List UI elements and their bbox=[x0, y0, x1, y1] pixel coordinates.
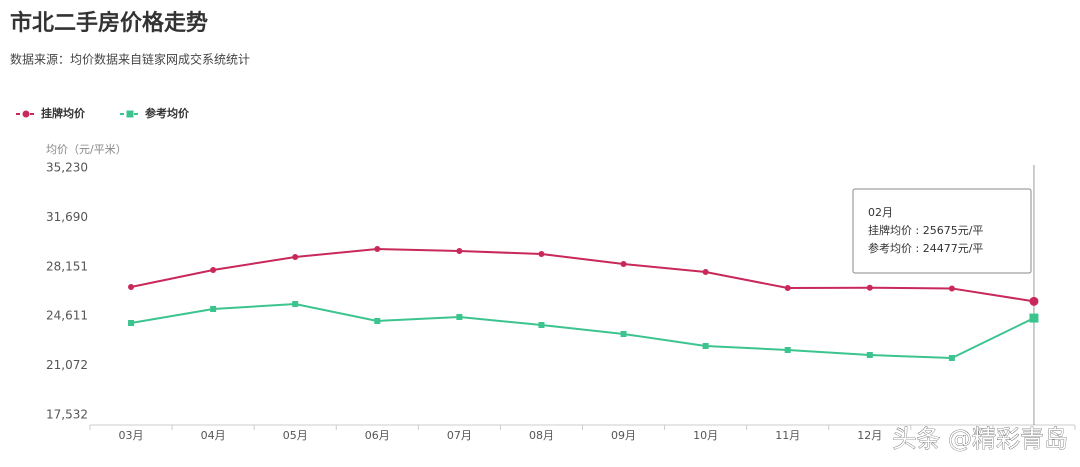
point bbox=[374, 246, 381, 253]
legend-marker bbox=[126, 110, 134, 118]
y-axis-label: 均价（元/平米） bbox=[46, 143, 127, 156]
point bbox=[1029, 296, 1039, 306]
tooltip-title: 02月 bbox=[868, 206, 893, 219]
y-tick-label: 35,230 bbox=[46, 161, 88, 175]
point bbox=[702, 342, 709, 349]
point bbox=[538, 250, 545, 257]
tooltip-line: 挂牌均价 : 25675元/平 bbox=[868, 223, 983, 237]
point bbox=[620, 260, 627, 267]
y-tick-label: 21,072 bbox=[46, 358, 88, 372]
x-tick-label: 12月 bbox=[857, 429, 882, 442]
tooltip-line: 参考均价 : 24477元/平 bbox=[868, 241, 983, 255]
legend-label: 参考均价 bbox=[145, 106, 190, 120]
point bbox=[210, 306, 217, 313]
tooltip-box bbox=[852, 188, 1032, 274]
point bbox=[128, 319, 135, 326]
point bbox=[620, 330, 627, 337]
point bbox=[538, 321, 545, 328]
legend-marker bbox=[22, 110, 30, 118]
point bbox=[784, 346, 791, 353]
legend-label: 挂牌均价 bbox=[41, 106, 86, 120]
point bbox=[948, 285, 955, 292]
series-line bbox=[130, 302, 1035, 360]
point bbox=[1029, 313, 1039, 323]
x-tick-label: 11月 bbox=[775, 429, 800, 442]
watermark: 头条 @精彩青岛 bbox=[892, 425, 1068, 453]
x-tick-label: 04月 bbox=[201, 429, 226, 442]
point bbox=[456, 313, 463, 320]
point bbox=[456, 247, 463, 254]
point bbox=[210, 266, 217, 273]
point bbox=[702, 269, 709, 276]
x-tick-label: 10月 bbox=[693, 429, 718, 442]
x-tick-label: 09月 bbox=[611, 429, 636, 442]
point bbox=[784, 284, 791, 291]
point bbox=[128, 283, 135, 290]
x-tick-label: 07月 bbox=[447, 429, 472, 442]
x-tick-label: 08月 bbox=[529, 429, 554, 442]
y-tick-label: 31,690 bbox=[46, 210, 88, 224]
x-tick-label: 03月 bbox=[119, 429, 144, 442]
point bbox=[866, 351, 873, 358]
y-tick-label: 17,532 bbox=[46, 408, 88, 422]
chart-subtitle: 数据来源：均价数据来自链家网成交系统统计 bbox=[10, 52, 250, 67]
y-tick-label: 24,611 bbox=[46, 309, 88, 323]
point bbox=[292, 253, 299, 260]
series-line bbox=[130, 248, 1035, 303]
y-tick-label: 28,151 bbox=[46, 259, 88, 273]
x-tick-label: 06月 bbox=[365, 429, 390, 442]
chart-title: 市北二手房价格走势 bbox=[10, 10, 208, 36]
point bbox=[292, 300, 299, 307]
point bbox=[374, 317, 381, 324]
point bbox=[948, 355, 955, 362]
point bbox=[866, 284, 873, 291]
x-tick-label: 05月 bbox=[283, 429, 308, 442]
